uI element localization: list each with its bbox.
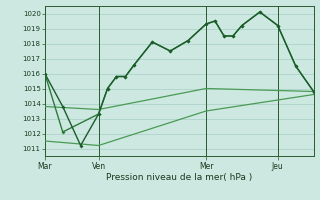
X-axis label: Pression niveau de la mer( hPa ): Pression niveau de la mer( hPa ) (106, 173, 252, 182)
